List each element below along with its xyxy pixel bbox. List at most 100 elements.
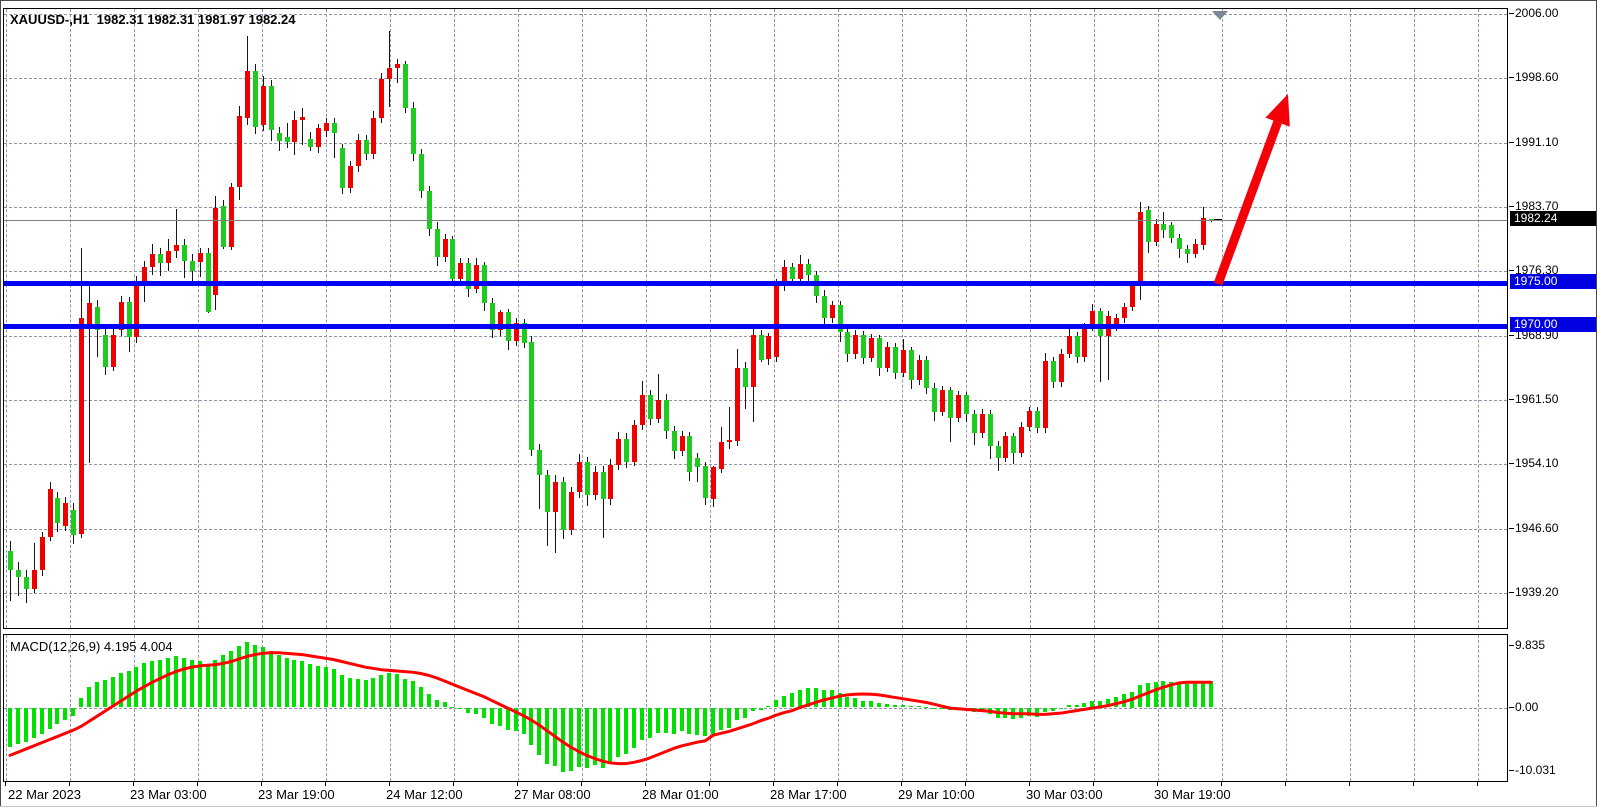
macd-histogram-bar: [884, 703, 889, 708]
candle-body: [1137, 212, 1143, 286]
time-tick-mark: [901, 782, 903, 786]
candle-body: [640, 395, 645, 425]
macd-histogram-bar: [1161, 681, 1166, 708]
horizontal-gridline: [4, 271, 1507, 273]
candle-body: [1050, 360, 1056, 383]
macd-histogram-bar: [395, 674, 400, 708]
price-tick-mark: [1509, 398, 1514, 400]
time-tick-mark: [1157, 782, 1159, 786]
time-tick-mark: [773, 782, 775, 786]
macd-tick-label: 0.00: [1515, 699, 1539, 714]
candle-body: [655, 399, 661, 419]
macd-histogram-bar: [197, 660, 202, 708]
macd-histogram-bar: [308, 664, 313, 708]
candle-body: [592, 471, 598, 495]
candle-body: [134, 281, 140, 338]
macd-tick-label: -10.031: [1515, 762, 1556, 777]
macd-histogram-bar: [426, 693, 431, 708]
candle-body: [142, 267, 148, 282]
candle-body: [1098, 311, 1104, 336]
time-axis[interactable]: 22 Mar 2023 23 Mar 03:00 23 Mar 19:00 24 Ma…: [0, 782, 1597, 810]
macd-histogram-bar: [292, 659, 297, 708]
macd-histogram-bar: [1074, 704, 1079, 708]
trend-arrow-annotation[interactable]: [4, 9, 1509, 630]
macd-histogram-bar: [1082, 703, 1087, 708]
window-bottom-divider: [0, 806, 1597, 807]
candle-body: [1003, 436, 1009, 458]
horizontal-gridline: [4, 78, 1507, 80]
candle-body: [1208, 219, 1214, 221]
candle-body: [861, 334, 867, 359]
macd-histogram-bar: [489, 707, 494, 724]
time-tick-mark: [325, 782, 327, 786]
macd-histogram-bar: [79, 698, 84, 708]
candle-body: [892, 346, 898, 373]
price-axis[interactable]: 2006.00 1998.60 1991.10 1983.70 1976.30 1968.…: [1508, 0, 1597, 811]
price-tick-mark: [1509, 591, 1514, 593]
macd-histogram-bar: [1027, 707, 1032, 717]
vertical-gridline: [70, 9, 72, 628]
chart-shift-marker-icon[interactable]: [1212, 11, 1228, 20]
candle-body: [916, 359, 922, 380]
vertical-gridline: [1478, 9, 1480, 628]
price-plot-area[interactable]: [4, 9, 1507, 628]
time-tick-mark: [1221, 782, 1223, 786]
candle-body: [213, 208, 219, 295]
candle-body: [900, 350, 906, 373]
macd-histogram-bar: [908, 706, 913, 708]
macd-histogram-bar: [1153, 681, 1158, 708]
macd-histogram-bar: [371, 677, 376, 708]
horizontal-gridline: [4, 143, 1507, 145]
macd-histogram-bar: [23, 707, 28, 742]
candle-body: [703, 466, 709, 498]
macd-zero-gridline: [4, 707, 1507, 709]
candle-body: [379, 79, 385, 118]
price-chart-panel[interactable]: XAUUSD-,H1 1982.31 1982.31 1981.97 1982.…: [3, 8, 1508, 629]
candle-body: [726, 439, 732, 443]
macd-histogram-bar: [655, 707, 660, 733]
support-resistance-line[interactable]: [4, 280, 1507, 286]
candle-body: [387, 67, 393, 79]
macd-histogram-bar: [600, 707, 605, 768]
candle-body: [576, 462, 582, 493]
macd-indicator-panel[interactable]: MACD(12,26,9) 4.195 4.004: [3, 634, 1508, 782]
candle-wick: [333, 118, 335, 158]
macd-histogram-bar: [568, 707, 573, 771]
candle-body: [513, 323, 519, 341]
macd-histogram-bar: [647, 707, 652, 738]
macd-histogram-bar: [537, 707, 542, 756]
macd-histogram-bar: [640, 707, 644, 741]
candle-body: [158, 254, 164, 263]
candle-body: [774, 286, 780, 358]
macd-histogram-bar: [181, 657, 186, 708]
macd-histogram-bar: [861, 700, 866, 708]
price-tick-label: 1998.60: [1515, 70, 1559, 85]
macd-histogram-bar: [158, 659, 163, 708]
support-resistance-line[interactable]: [4, 324, 1507, 329]
macd-histogram-bar: [221, 654, 226, 708]
candle-body: [632, 424, 638, 463]
candle-body: [829, 305, 835, 319]
time-tick-mark: [645, 782, 647, 786]
candle-wick: [17, 561, 19, 597]
candle-body: [197, 253, 203, 262]
candle-wick: [10, 540, 11, 601]
candle-body: [166, 250, 171, 263]
candle-body: [869, 338, 875, 359]
macd-plot-area[interactable]: [4, 635, 1507, 781]
macd-histogram-bar: [671, 707, 676, 734]
candle-wick: [199, 248, 201, 278]
candle-body: [316, 128, 322, 148]
time-tick-mark: [197, 782, 199, 786]
candle-body: [237, 116, 243, 188]
candle-body: [126, 301, 132, 338]
candle-body: [877, 338, 882, 368]
candle-body: [624, 438, 630, 463]
candle-body: [616, 438, 622, 465]
candle-body: [442, 239, 448, 257]
macd-histogram-bar: [750, 707, 755, 712]
macd-histogram-bar: [521, 707, 526, 734]
candle-body: [971, 414, 977, 434]
candle-wick: [657, 373, 659, 424]
price-tick-label: 1954.10: [1515, 455, 1559, 470]
